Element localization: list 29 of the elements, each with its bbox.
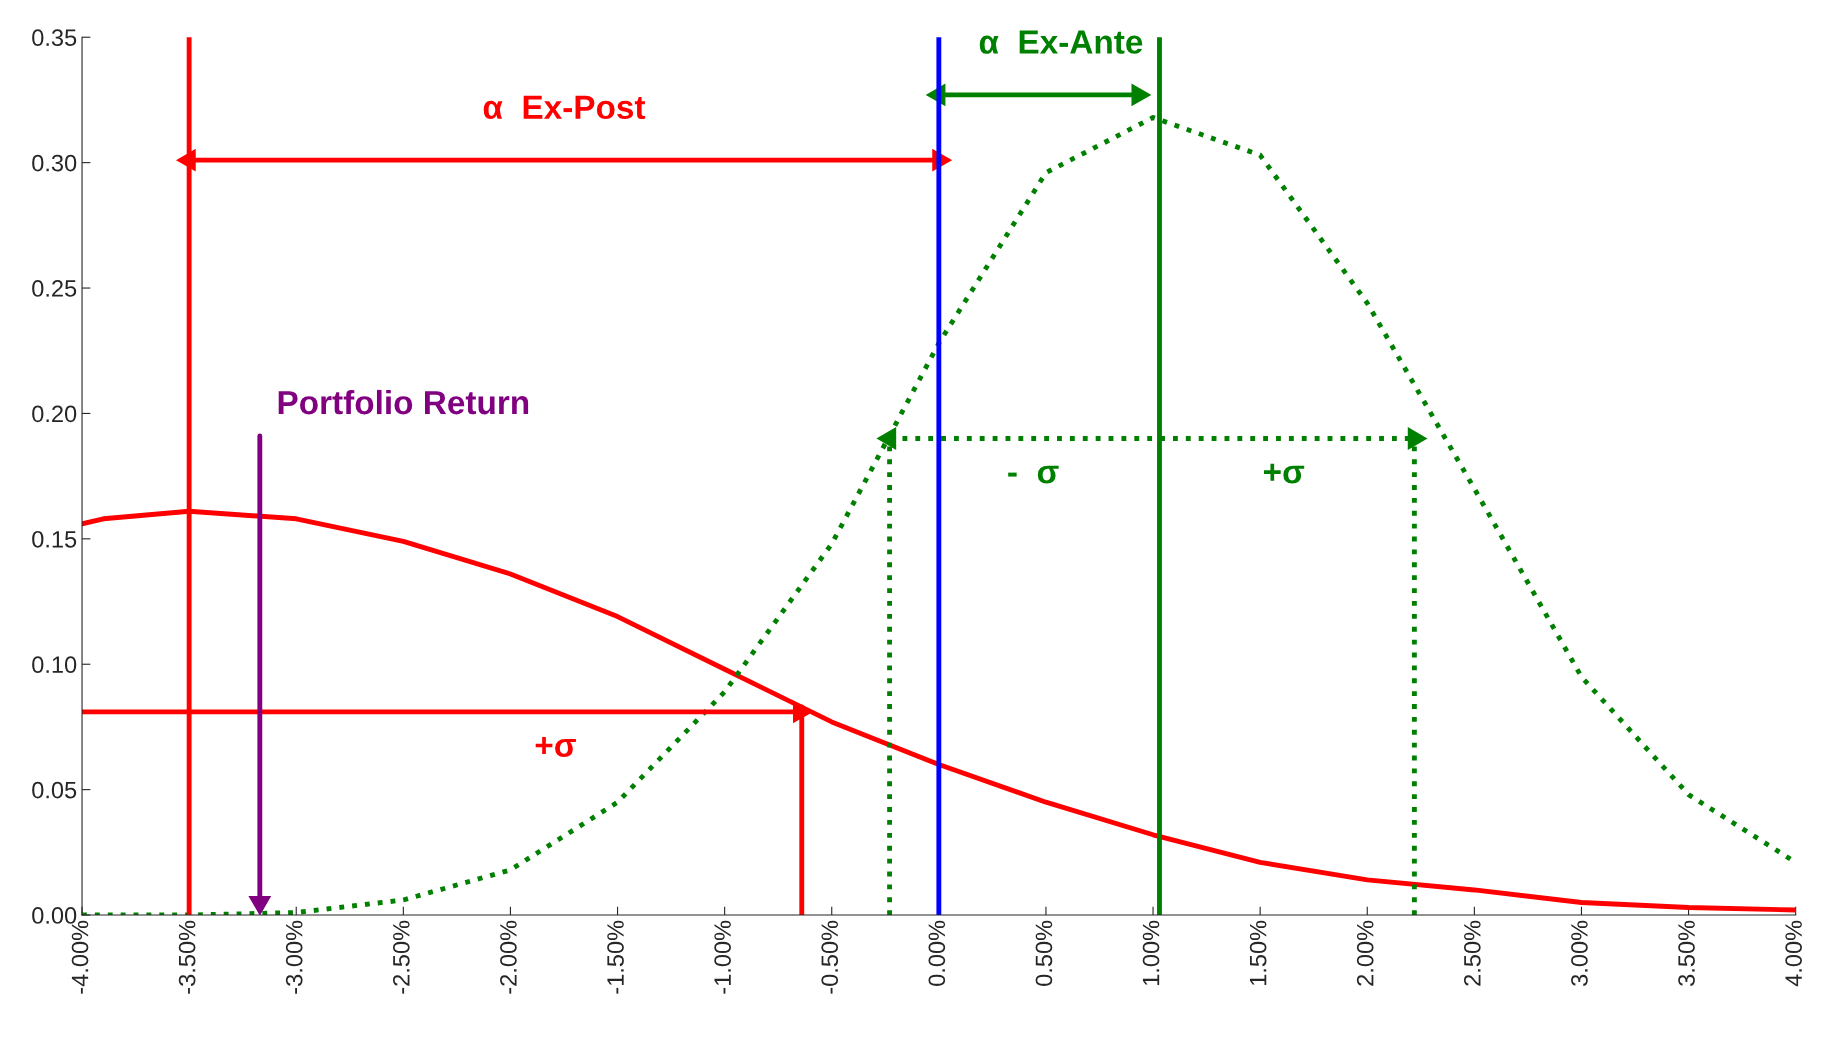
x-tick-label: 0.50% xyxy=(1035,920,1053,986)
x-tick-label: -0.50% xyxy=(821,920,839,994)
x-tick-label: 0.00% xyxy=(928,920,946,986)
annotation: +σ xyxy=(535,737,576,757)
x-tick-label: -3.00% xyxy=(285,920,303,994)
y-tick-label: 0.30 xyxy=(32,154,77,172)
y-tick-label: 0.25 xyxy=(32,280,77,297)
y-tick-label: 0.15 xyxy=(32,530,77,548)
x-tick-label: -3.50% xyxy=(178,920,196,994)
y-tick-label: 0.35 xyxy=(32,29,77,47)
y-tick-label: 0.20 xyxy=(32,405,77,423)
annotation: α Ex-Post xyxy=(483,95,646,120)
x-tick-label: 1.50% xyxy=(1249,920,1267,986)
x-tick-label: -2.00% xyxy=(500,920,517,994)
annotation: +σ xyxy=(1263,463,1305,484)
x-tick-label: -2.50% xyxy=(392,920,410,994)
x-tick-label: -1.00% xyxy=(714,920,731,994)
annotation: - σ xyxy=(1008,465,1059,484)
x-tick-label: 2.50% xyxy=(1463,920,1481,986)
x-tick-label: 2.00% xyxy=(1356,920,1374,986)
x-tick-label: 3.50% xyxy=(1678,920,1695,986)
x-tick-label: 1.00% xyxy=(1142,920,1160,986)
y-tick-label: 0.10 xyxy=(32,656,77,674)
annotation: α Ex-Ante xyxy=(979,30,1143,54)
x-tick-label: -1.50% xyxy=(607,920,624,994)
annotation: Portfolio Return xyxy=(278,389,529,415)
y-tick-label: 0.05 xyxy=(32,781,77,799)
x-tick-label: 3.00% xyxy=(1571,920,1588,986)
x-tick-label: 4.00% xyxy=(1785,920,1802,987)
